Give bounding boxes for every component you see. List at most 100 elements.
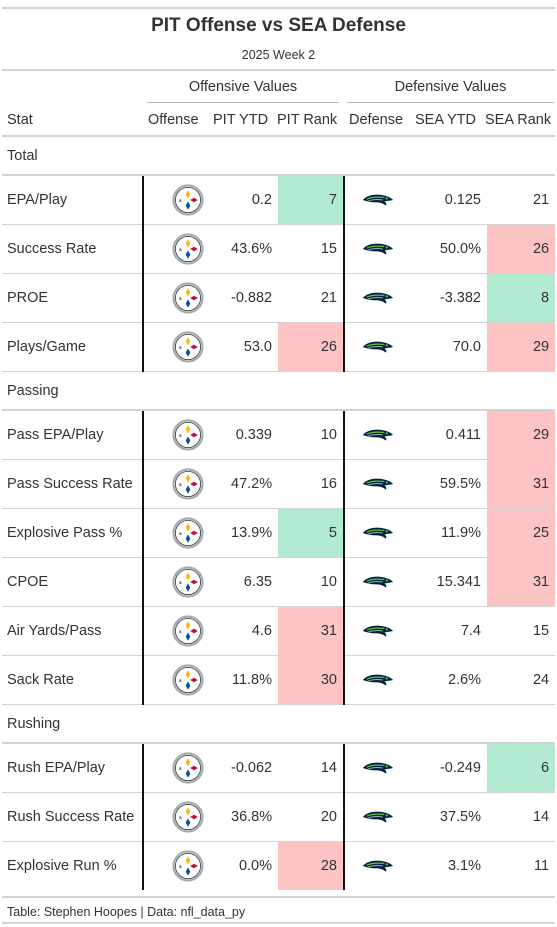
table-row: Rush Success Rate 36.8% 20 37.5% 14 xyxy=(2,792,556,842)
sea-ytd-value: 15.341 xyxy=(410,557,487,607)
table-row: Sack Rate 11.8% 30 2.6% 24 xyxy=(2,655,556,705)
offense-logo-cell xyxy=(142,606,231,656)
pit-rank-value: 20 xyxy=(278,792,344,842)
spanner-offensive-rule xyxy=(147,102,339,103)
pit-rank-value: 30 xyxy=(278,655,344,705)
seahawks-logo-icon xyxy=(362,476,394,492)
stat-name: CPOE xyxy=(2,557,143,607)
stat-name: Pass Success Rate xyxy=(2,459,143,509)
pit-ytd-value: -0.062 xyxy=(231,742,278,793)
pit-ytd-value: 43.6% xyxy=(231,224,278,274)
spanner-defensive-values: Defensive Values xyxy=(394,79,507,95)
col-header-pit-ytd: PIT YTD xyxy=(213,112,269,128)
seahawks-logo-icon xyxy=(362,525,394,541)
pit-rank-value: 21 xyxy=(278,273,344,323)
pit-rank-value: 7 xyxy=(278,174,344,225)
source-note: Table: Stephen Hoopes | Data: nfl_data_p… xyxy=(2,896,555,924)
table-row: Pass Success Rate 47.2% 16 59.5% 31 xyxy=(2,459,556,509)
sea-ytd-value: 0.411 xyxy=(410,409,487,460)
pit-ytd-value: 6.35 xyxy=(231,557,278,607)
spanner-defensive-rule xyxy=(347,102,554,103)
pit-ytd-value: 0.2 xyxy=(231,174,278,225)
seahawks-logo-icon xyxy=(362,623,394,639)
pit-rank-value: 14 xyxy=(278,742,344,793)
pit-ytd-value: 11.8% xyxy=(231,655,278,705)
pit-ytd-value: 0.0% xyxy=(238,858,272,874)
defense-logo-cell xyxy=(343,508,410,558)
stat-name: Success Rate xyxy=(2,224,143,274)
defense-logo-cell xyxy=(343,557,410,607)
pit-ytd-value: 13.9% xyxy=(231,508,278,558)
sea-rank-value: 25 xyxy=(487,508,556,558)
stat-name: Pass EPA/Play xyxy=(2,409,143,460)
seahawks-logo-icon xyxy=(362,192,394,208)
top-rule xyxy=(2,7,555,9)
sea-rank-value: 26 xyxy=(487,224,556,274)
pit-ytd-value: 0.339 xyxy=(231,409,278,460)
stat-name: Explosive Pass % xyxy=(2,508,143,558)
group-row: Passing xyxy=(2,371,556,411)
pit-ytd-value: 4.6 xyxy=(231,606,278,656)
sea-ytd-value: 37.5% xyxy=(410,792,487,842)
seahawks-logo-icon xyxy=(362,760,394,776)
stat-name: Air Yards/Pass xyxy=(2,606,143,656)
pit-ytd-value: 53.0 xyxy=(231,322,278,372)
stat-name: Rush Success Rate xyxy=(2,792,143,842)
defense-logo-cell xyxy=(343,792,410,842)
sea-ytd-value: -3.382 xyxy=(410,273,487,323)
offense-logo-cell xyxy=(142,742,231,793)
defense-logo-cell xyxy=(343,409,410,460)
seahawks-logo-icon xyxy=(362,858,394,874)
table-row: PROE -0.882 21 -3.382 8 xyxy=(2,273,556,323)
pit-rank-value: 26 xyxy=(278,322,344,372)
seahawks-logo-icon xyxy=(362,290,394,306)
stats-table: Total EPA/Play 0.2 7 0.125 21 Success Rate 43.6… xyxy=(2,137,556,890)
steelers-logo-icon xyxy=(172,615,204,647)
table-row: Rush EPA/Play -0.062 14 -0.249 6 xyxy=(2,742,556,793)
offense-logo-cell xyxy=(142,224,231,274)
pit-rank-value: 10 xyxy=(278,557,344,607)
sea-rank-value: 14 xyxy=(487,792,556,842)
sea-ytd-value: -0.249 xyxy=(410,742,487,793)
steelers-logo-icon xyxy=(172,331,204,363)
sea-rank-value: 29 xyxy=(487,409,556,460)
spanner-offensive-values: Offensive Values xyxy=(188,79,298,95)
pit-rank-value: 15 xyxy=(278,224,344,274)
offense-logo-cell xyxy=(142,792,231,842)
col-header-defense: Defense xyxy=(349,112,404,128)
sea-rank-value: 24 xyxy=(487,655,556,705)
group-row: Rushing xyxy=(2,704,556,744)
seahawks-logo-icon xyxy=(362,809,394,825)
pit-rank-value: 16 xyxy=(278,459,344,509)
offense-logo-cell xyxy=(142,841,231,890)
steelers-logo-icon xyxy=(172,801,204,833)
col-header-pit-rank: PIT Rank xyxy=(277,112,338,128)
sea-ytd-value: 11.9% xyxy=(410,508,487,558)
pit-rank-value: 10 xyxy=(278,409,344,460)
steelers-logo-icon xyxy=(172,419,204,451)
steelers-logo-icon xyxy=(172,517,204,549)
table-row: Plays/Game 53.0 26 70.0 29 xyxy=(2,322,556,372)
steelers-logo-icon xyxy=(172,184,204,216)
stat-name: Rush EPA/Play xyxy=(2,742,143,793)
defense-logo-cell xyxy=(343,655,410,705)
heading-rule xyxy=(2,69,555,71)
sea-ytd-value: 70.0 xyxy=(410,322,487,372)
pit-rank-value: 28 xyxy=(278,841,344,890)
table-row: EPA/Play 0.2 7 0.125 21 xyxy=(2,174,556,225)
stat-name: Plays/Game xyxy=(2,322,143,372)
seahawks-logo-icon xyxy=(362,339,394,355)
table-row: Success Rate 43.6% 15 50.0% 26 xyxy=(2,224,556,274)
col-header-stat: Stat xyxy=(7,112,33,128)
table-row: Air Yards/Pass 4.6 31 7.4 15 xyxy=(2,606,556,656)
table-row: CPOE 6.35 10 15.341 31 xyxy=(2,557,556,607)
sea-ytd-value: 59.5% xyxy=(410,459,487,509)
offense-logo-cell xyxy=(142,508,231,558)
pit-ytd-value: -0.882 xyxy=(231,273,278,323)
defense-logo-cell xyxy=(343,841,410,890)
sea-ytd-value: 2.6% xyxy=(410,655,487,705)
sea-ytd-value: 0.125 xyxy=(410,174,487,225)
group-row: Total xyxy=(2,137,556,176)
table-row: Pass EPA/Play 0.339 10 0.411 29 xyxy=(2,409,556,460)
seahawks-logo-icon xyxy=(362,427,394,443)
